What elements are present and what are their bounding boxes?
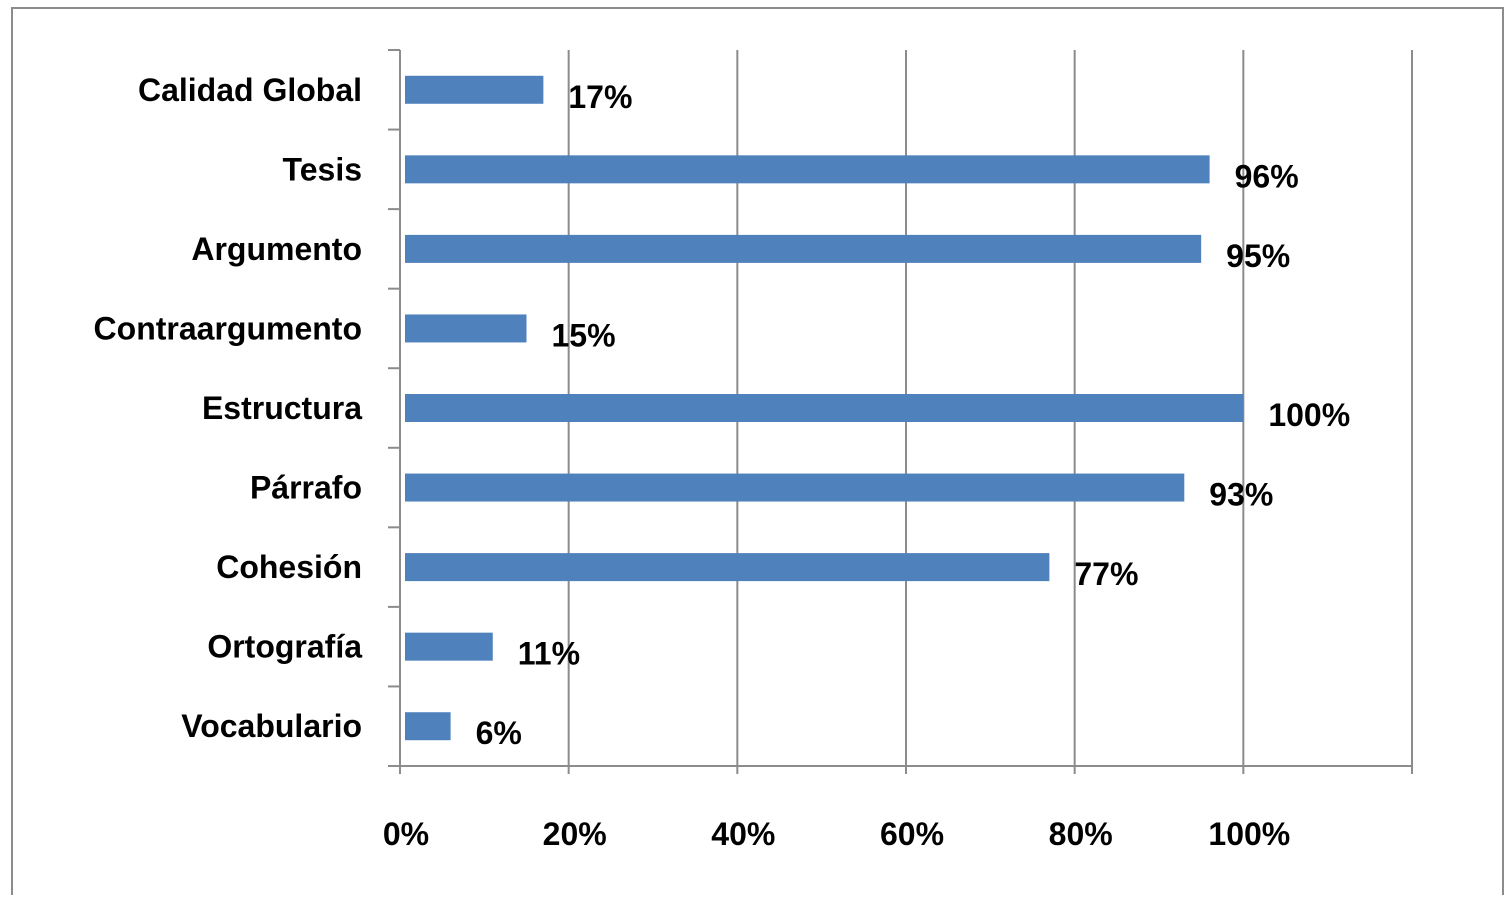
- x-tick-label: 80%: [1049, 816, 1113, 852]
- data-label: 93%: [1209, 477, 1273, 513]
- category-label: Contraargumento: [94, 310, 362, 346]
- bar-calidad-global: [405, 76, 543, 104]
- bar-vocabulario: [405, 712, 451, 740]
- category-label: Párrafo: [250, 470, 362, 506]
- x-tick-label: 100%: [1208, 816, 1290, 852]
- data-label: 15%: [552, 317, 616, 353]
- data-label: 100%: [1268, 397, 1350, 433]
- category-label: Tesis: [283, 151, 362, 187]
- data-label: 6%: [476, 715, 522, 751]
- data-label: 11%: [518, 636, 580, 672]
- bar-cohesión: [405, 553, 1049, 581]
- data-label: 77%: [1074, 556, 1138, 592]
- data-label: 96%: [1235, 158, 1299, 194]
- labels: Calidad Global Tesis Argumento Contraargume…: [94, 72, 1351, 852]
- bar-estructura: [405, 394, 1243, 422]
- x-tick-label: 60%: [880, 816, 944, 852]
- category-label: Vocabulario: [181, 708, 362, 744]
- bar-párrafo: [405, 474, 1184, 502]
- bar-ortografía: [405, 633, 493, 661]
- x-tick-label: 0%: [383, 816, 429, 852]
- category-label: Argumento: [191, 231, 362, 267]
- category-label: Cohesión: [216, 549, 362, 585]
- x-tick-label: 20%: [543, 816, 607, 852]
- category-label: Calidad Global: [138, 72, 362, 108]
- data-label: 17%: [568, 79, 632, 115]
- category-label: Estructura: [202, 390, 362, 426]
- data-label: 95%: [1226, 238, 1290, 274]
- bar-tesis: [405, 155, 1210, 183]
- x-tick-label: 40%: [711, 816, 775, 852]
- category-label: Ortografía: [207, 629, 362, 665]
- bar-argumento: [405, 235, 1201, 263]
- bar-contraargumento: [405, 314, 527, 342]
